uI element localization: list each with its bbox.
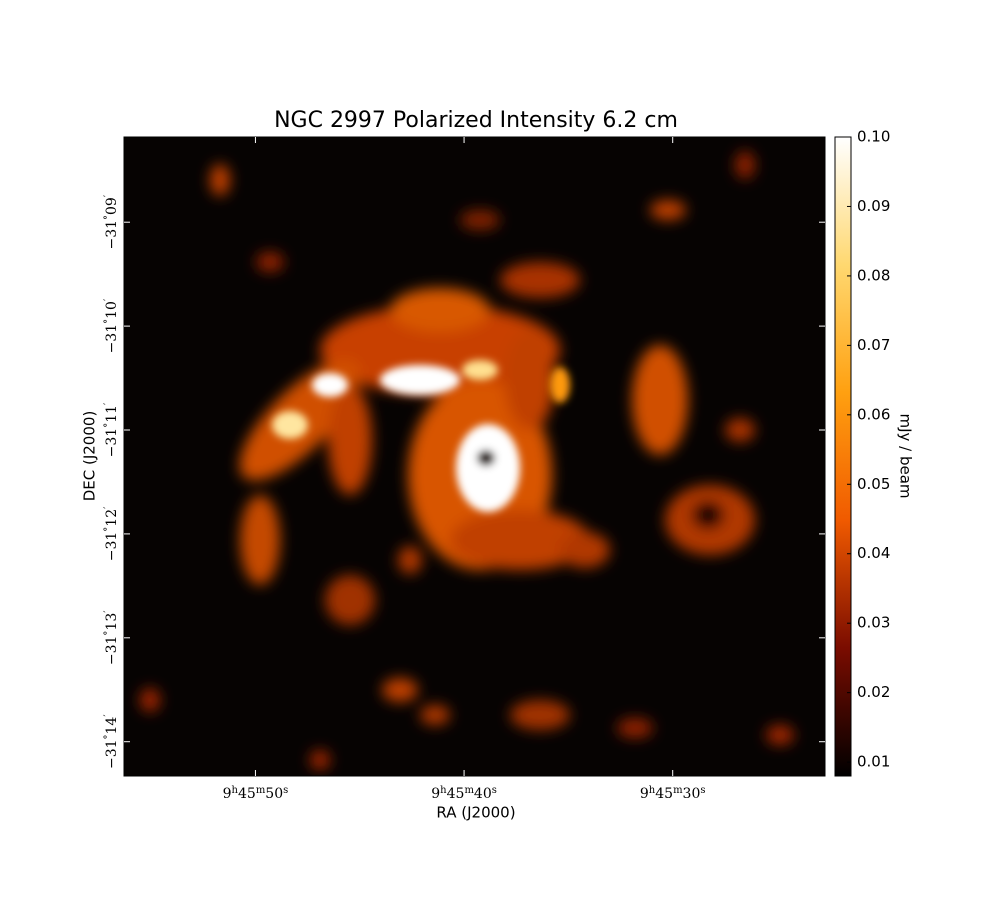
tick-label-sup: ° bbox=[103, 734, 114, 739]
tick-label-part: 9 bbox=[640, 786, 649, 802]
colorbar-tick-label: 0.07 bbox=[857, 336, 890, 354]
tick-label-sup: s bbox=[700, 785, 705, 796]
colorbar-label: mJy / beam bbox=[897, 413, 915, 498]
tick-label-part: 10 bbox=[104, 301, 120, 319]
y-tick-label: −31°09′ bbox=[103, 194, 121, 249]
y-tick-label: −31°11′ bbox=[103, 402, 121, 457]
y-tick-label: −31°10′ bbox=[103, 298, 121, 353]
tick-label-part: 11 bbox=[104, 405, 120, 423]
chart-title: NGC 2997 Polarized Intensity 6.2 cm bbox=[274, 108, 678, 133]
y-axis-label: DEC (J2000) bbox=[81, 411, 99, 502]
colorbar-tick-label: 0.05 bbox=[857, 475, 890, 493]
tick-label-part: −31 bbox=[104, 428, 120, 458]
tick-label-sup: ′ bbox=[103, 714, 114, 717]
y-tick-label: −31°12′ bbox=[103, 506, 121, 561]
x-tick-label: 9h45m30s bbox=[640, 785, 706, 803]
tick-label-sup: m bbox=[673, 785, 683, 796]
tick-label-part: 09 bbox=[104, 197, 120, 215]
tick-label-sup: ′ bbox=[103, 402, 114, 405]
tick-label-part: 9 bbox=[431, 786, 440, 802]
tick-label-part: 13 bbox=[104, 613, 120, 631]
tick-label-part: 45 bbox=[447, 786, 465, 802]
tick-label-part: 30 bbox=[683, 786, 701, 802]
tick-label-sup: ′ bbox=[103, 194, 114, 197]
colorbar-tick-label: 0.04 bbox=[857, 544, 890, 562]
tick-label-sup: s bbox=[283, 785, 288, 796]
tick-label-part: 40 bbox=[474, 786, 492, 802]
tick-label-sup: ° bbox=[103, 631, 114, 636]
tick-label-sup: h bbox=[649, 785, 656, 796]
colorbar bbox=[834, 136, 852, 777]
tick-label-sup: s bbox=[492, 785, 497, 796]
x-tick-label: 9h45m50s bbox=[223, 785, 289, 803]
tick-label-part: 45 bbox=[238, 786, 256, 802]
colorbar-tick-label: 0.10 bbox=[857, 128, 890, 146]
y-tick-label: −31°14′ bbox=[103, 714, 121, 769]
tick-label-sup: ′ bbox=[103, 610, 114, 613]
tick-label-part: −31 bbox=[104, 324, 120, 354]
plot-frame bbox=[123, 136, 826, 777]
tick-label-sup: ° bbox=[103, 215, 114, 220]
colorbar-tick-label: 0.03 bbox=[857, 614, 890, 632]
tick-label-sup: ′ bbox=[103, 298, 114, 301]
tick-label-part: −31 bbox=[104, 220, 120, 250]
tick-label-sup: m bbox=[464, 785, 474, 796]
colorbar-tick-label: 0.08 bbox=[857, 266, 890, 284]
colorbar-tick-label: 0.02 bbox=[857, 683, 890, 701]
x-axis-label: RA (J2000) bbox=[436, 804, 515, 822]
colorbar-tick-label: 0.06 bbox=[857, 405, 890, 423]
tick-label-part: −31 bbox=[104, 636, 120, 666]
image bbox=[124, 137, 825, 776]
tick-label-sup: m bbox=[256, 785, 266, 796]
tick-label-part: 9 bbox=[223, 786, 232, 802]
tick-label-part: −31 bbox=[104, 739, 120, 769]
x-tick-label: 9h45m40s bbox=[431, 785, 497, 803]
colorbar-tick-label: 0.09 bbox=[857, 197, 890, 215]
y-tick-label: −31°13′ bbox=[103, 610, 121, 665]
tick-label-sup: ° bbox=[103, 527, 114, 532]
tick-label-sup: ° bbox=[103, 319, 114, 324]
colorbar-tick-label: 0.01 bbox=[857, 753, 890, 771]
tick-label-sup: h bbox=[440, 785, 447, 796]
tick-label-part: 45 bbox=[655, 786, 673, 802]
tick-label-sup: ′ bbox=[103, 506, 114, 509]
tick-label-part: 50 bbox=[265, 786, 283, 802]
tick-label-sup: ° bbox=[103, 423, 114, 428]
tick-label-part: −31 bbox=[104, 532, 120, 562]
tick-label-part: 12 bbox=[104, 509, 120, 527]
tick-label-sup: h bbox=[232, 785, 239, 796]
tick-label-part: 14 bbox=[104, 717, 120, 735]
